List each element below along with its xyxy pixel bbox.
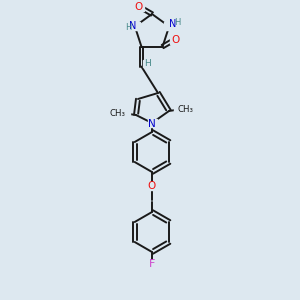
- Text: N: N: [169, 20, 177, 29]
- Bar: [130, 22, 140, 30]
- Text: CH₃: CH₃: [178, 104, 194, 113]
- Text: CH₃: CH₃: [110, 109, 126, 118]
- Text: N: N: [129, 21, 137, 32]
- Bar: [148, 260, 157, 268]
- Bar: [148, 182, 157, 190]
- Text: O: O: [135, 2, 143, 12]
- Text: N: N: [148, 119, 156, 129]
- Bar: [164, 22, 174, 30]
- Text: H: H: [125, 23, 131, 32]
- Text: H: H: [174, 18, 180, 27]
- Text: H: H: [144, 59, 151, 68]
- Bar: [170, 36, 179, 43]
- Bar: [114, 109, 130, 118]
- Bar: [174, 104, 190, 113]
- Text: F: F: [149, 259, 155, 269]
- Bar: [143, 60, 152, 67]
- Text: O: O: [172, 34, 180, 45]
- Bar: [135, 3, 144, 11]
- Text: O: O: [148, 181, 156, 191]
- Bar: [148, 119, 157, 127]
